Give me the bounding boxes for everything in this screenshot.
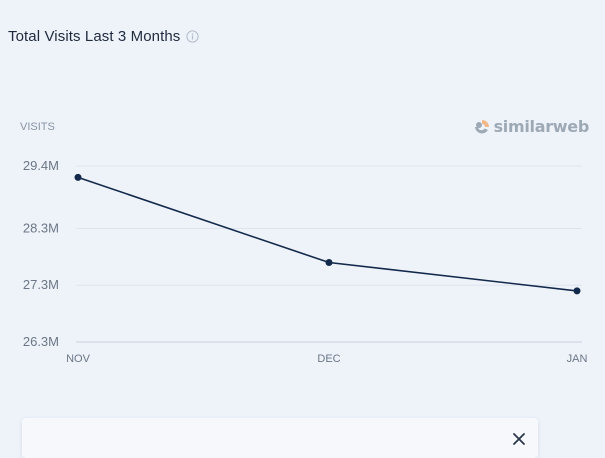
close-icon[interactable] [512, 432, 526, 446]
similarweb-logo: similarweb [474, 117, 589, 136]
data-point[interactable] [74, 173, 82, 181]
x-tick-label: DEC [317, 353, 340, 365]
y-tick-label: 29.4M [23, 158, 59, 173]
line-chart: VISITS 29.4M 28.3M 27.3M 26.3M NOV DEC JAN [20, 121, 588, 365]
data-point[interactable] [325, 259, 333, 267]
y-tick-label: 26.3M [23, 334, 59, 349]
series-line [77, 176, 578, 292]
y-tick-label: 28.3M [23, 220, 59, 235]
y-axis-label: VISITS [20, 121, 55, 133]
similarweb-logo-icon [474, 119, 489, 133]
chart-title: Total Visits Last 3 Months [8, 28, 200, 45]
x-tick-label: JAN [567, 353, 588, 365]
bottom-card [22, 418, 538, 458]
y-tick-label: 27.3M [23, 277, 59, 292]
similarweb-logo-text: similarweb [493, 117, 590, 136]
x-tick-label: NOV [66, 353, 91, 365]
info-icon[interactable] [186, 30, 200, 43]
data-point[interactable] [573, 287, 581, 295]
chart-title-text: Total Visits Last 3 Months [8, 28, 181, 45]
